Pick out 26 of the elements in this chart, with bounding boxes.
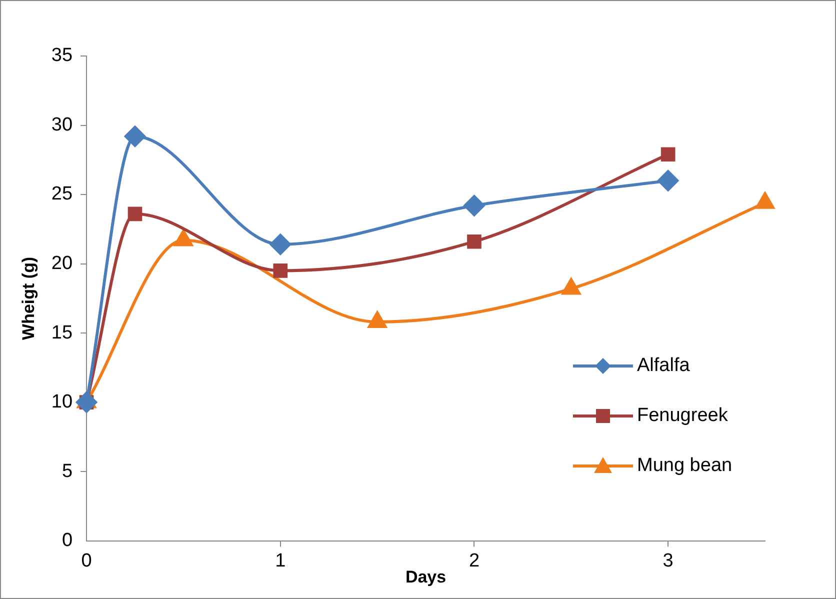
y-tick-label: 5 <box>62 460 73 482</box>
y-tick-label: 20 <box>51 253 73 274</box>
x-tick-label: 3 <box>662 550 674 572</box>
point <box>270 234 291 255</box>
legend-label: Fenugreek <box>637 405 728 427</box>
point <box>467 234 482 249</box>
y-tick-label: 0 <box>62 530 73 552</box>
x-tick-label: 2 <box>468 550 480 572</box>
x-axis-title: Days <box>405 567 446 586</box>
point <box>660 147 676 162</box>
point <box>658 170 679 192</box>
y-tick-label: 25 <box>51 184 73 205</box>
y-tick-label: 30 <box>51 114 73 136</box>
legend-label: Mung bean <box>637 455 732 477</box>
point <box>273 264 288 278</box>
y-tick-label: 10 <box>51 392 73 413</box>
y-tick-label: 15 <box>51 322 73 344</box>
legend-label: Alfalfa <box>637 355 690 377</box>
point <box>128 206 142 222</box>
y-axis-title: Wheigt (g) <box>18 256 38 340</box>
x-tick-label: 0 <box>81 550 92 572</box>
point <box>464 195 485 216</box>
point <box>124 126 146 147</box>
point <box>76 392 98 413</box>
y-tick-label: 35 <box>51 45 73 66</box>
x-tick-label: 1 <box>275 550 286 572</box>
